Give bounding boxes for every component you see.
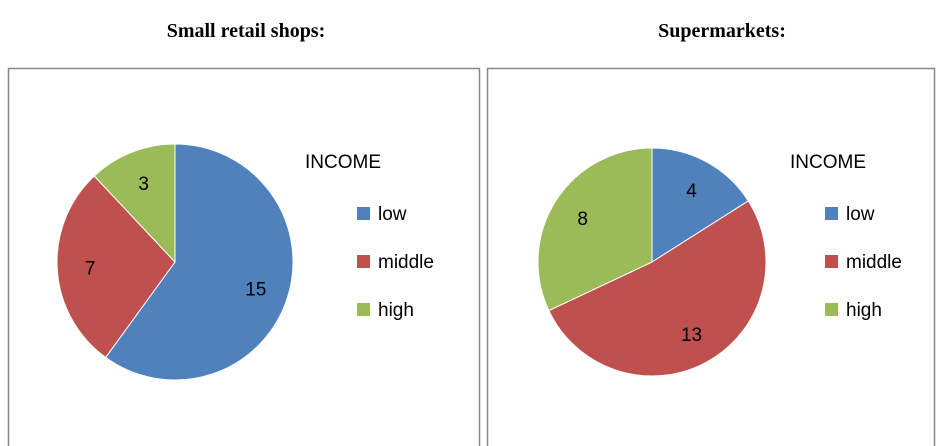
legend-label: low bbox=[846, 204, 875, 225]
pie-slice bbox=[548, 200, 767, 377]
legend-label: middle bbox=[378, 252, 434, 273]
pie-slice bbox=[93, 143, 176, 264]
legend-label: middle bbox=[846, 252, 902, 273]
legend-title: INCOME bbox=[790, 152, 866, 173]
legend-swatch bbox=[825, 207, 838, 220]
pie-slice bbox=[651, 147, 749, 263]
pie-slice bbox=[56, 175, 176, 359]
chart-title: Supermarkets: bbox=[658, 20, 786, 42]
legend-swatch bbox=[357, 207, 370, 220]
data-label: 3 bbox=[138, 174, 149, 195]
legend-label: low bbox=[378, 204, 407, 225]
chart-title: Small retail shops: bbox=[167, 20, 326, 42]
legend-swatch bbox=[825, 303, 838, 316]
data-label: 7 bbox=[85, 258, 96, 279]
data-label: 13 bbox=[681, 325, 702, 346]
data-label: 4 bbox=[686, 181, 697, 202]
legend-swatch bbox=[357, 303, 370, 316]
legend-label: high bbox=[846, 300, 882, 321]
data-label: 15 bbox=[245, 279, 266, 300]
legend-label: high bbox=[378, 300, 414, 321]
pie-slice bbox=[537, 147, 653, 312]
legend-swatch bbox=[357, 255, 370, 268]
legend-title: INCOME bbox=[305, 152, 381, 173]
legend-swatch bbox=[825, 255, 838, 268]
data-label: 8 bbox=[577, 209, 588, 230]
chart-frame bbox=[7, 67, 481, 446]
pie-slice bbox=[104, 143, 294, 381]
chart-frame bbox=[486, 67, 936, 446]
